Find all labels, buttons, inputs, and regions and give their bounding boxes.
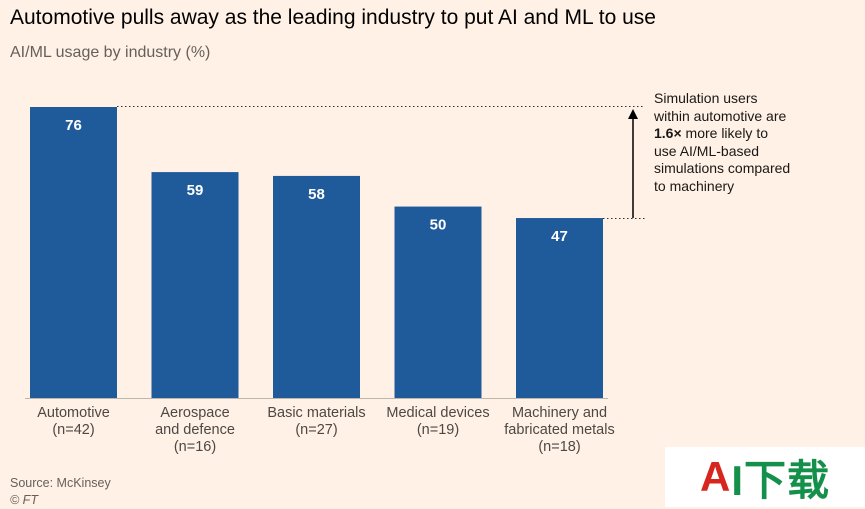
watermark-rest: I下载	[731, 456, 830, 504]
category-label: Automotive (n=42)	[4, 405, 144, 439]
annotation-text-before: Simulation users within automotive are	[654, 90, 787, 124]
category-label: Basic materials (n=27)	[247, 405, 387, 439]
chart-title: Automotive pulls away as the leading ind…	[10, 6, 656, 29]
chart-subtitle: AI/ML usage by industry (%)	[10, 44, 211, 61]
watermark-logo: A I下载	[665, 447, 865, 507]
bar-value-label: 50	[430, 217, 447, 234]
source-note: Source: McKinsey © FT	[10, 475, 111, 509]
bar-chart: 76 59 58 50 47	[25, 106, 645, 399]
category-label-line: Aerospace	[160, 405, 230, 421]
annotation-bold: 1.6×	[654, 125, 682, 142]
category-label-line: Basic materials	[267, 405, 366, 421]
copyright: © FT	[10, 493, 38, 507]
annotation-text: Simulation users within automotive are 1…	[654, 90, 794, 196]
category-label-line: Automotive	[37, 405, 110, 421]
category-label-line: and defence	[155, 422, 235, 438]
bar-value-label: 76	[65, 117, 82, 134]
bar	[394, 206, 482, 398]
bar	[30, 107, 117, 398]
category-label-line: Machinery and	[511, 405, 608, 421]
bar	[516, 218, 603, 398]
bar	[273, 175, 360, 398]
category-label: Aerospace and defence (n=16)	[125, 405, 265, 456]
watermark-a: A	[699, 453, 732, 500]
annotation-arrow-head	[628, 109, 638, 119]
category-label-line: (n=18)	[538, 439, 581, 455]
category-label-line: Medical devices	[386, 405, 490, 421]
category-label-line: fabricated metals	[504, 422, 615, 438]
category-label-line: (n=19)	[416, 422, 460, 438]
category-label: Medical devices (n=19)	[368, 405, 508, 439]
category-label: Machinery and fabricated metals (n=18)	[490, 405, 630, 456]
source-text: Source: McKinsey	[10, 476, 111, 490]
category-label-line: (n=42)	[52, 422, 95, 438]
category-label-line: (n=27)	[295, 422, 338, 438]
bar-value-label: 58	[308, 186, 325, 203]
bar-value-label: 47	[551, 228, 568, 245]
annotation-text-after: more likely to use AI/ML-based simulatio…	[654, 125, 791, 194]
category-label-line: (n=16)	[173, 439, 217, 455]
bar-value-label: 59	[187, 182, 204, 199]
bar	[151, 172, 239, 398]
